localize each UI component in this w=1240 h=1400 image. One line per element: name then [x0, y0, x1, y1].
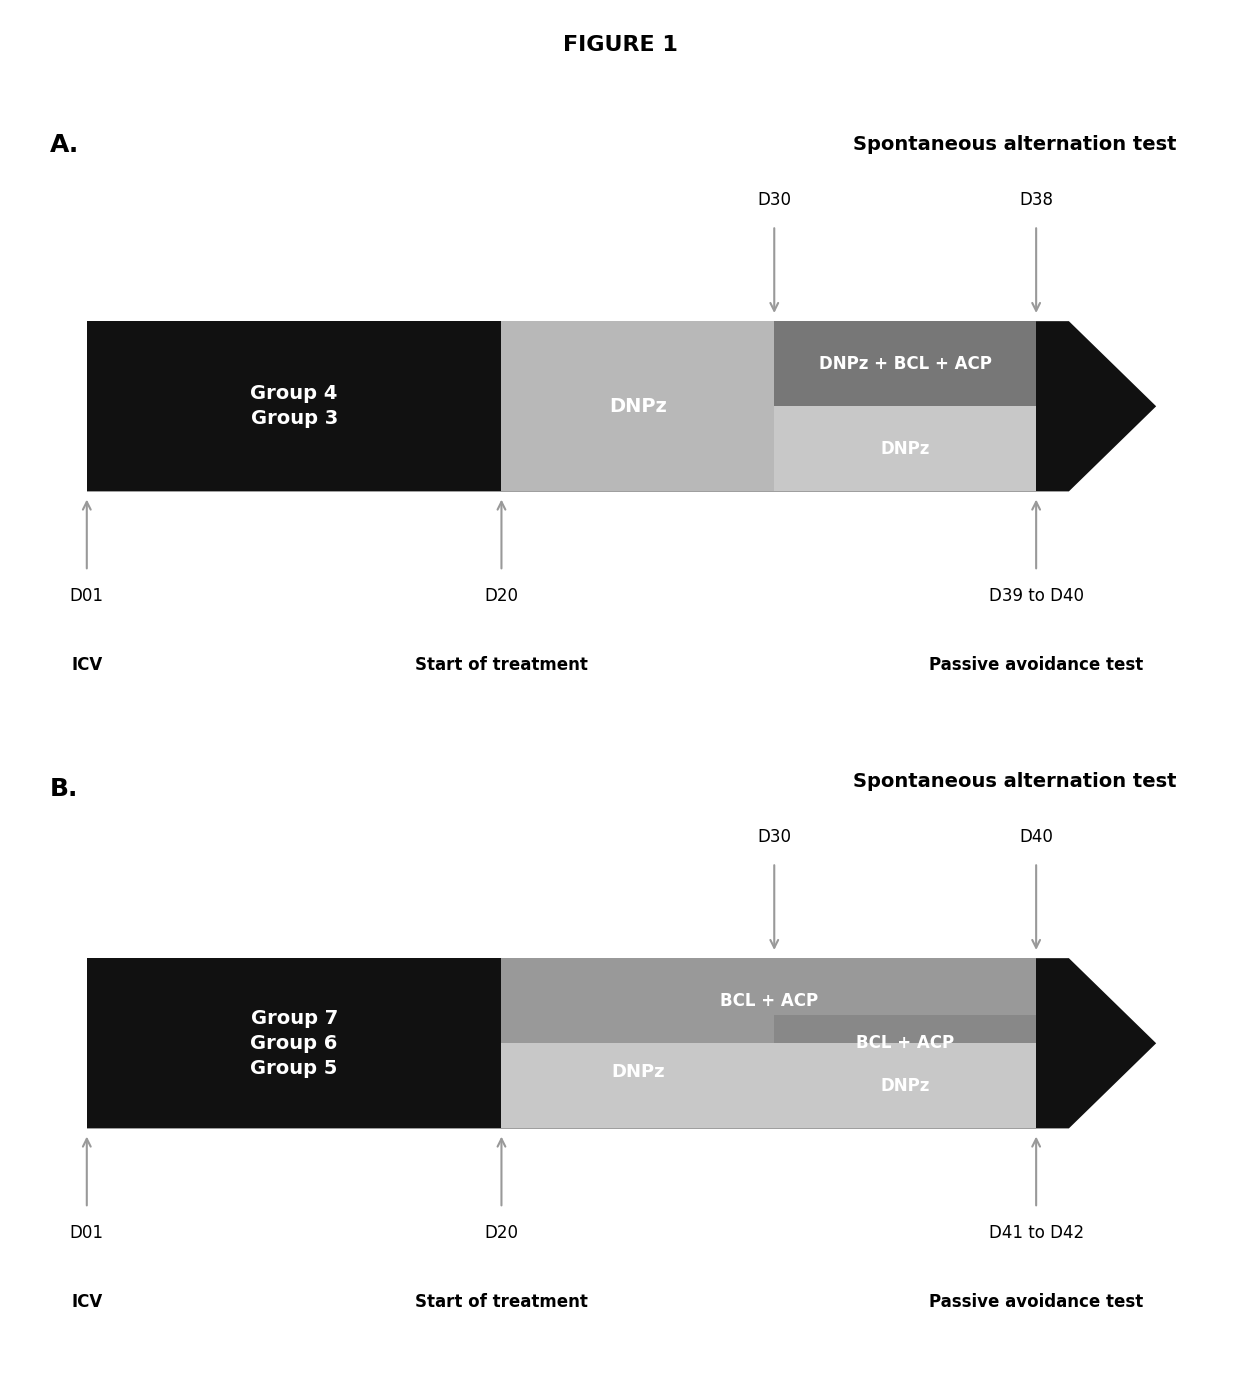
Text: Spontaneous alternation test: Spontaneous alternation test — [853, 134, 1176, 154]
Text: DNPz + BCL + ACP: DNPz + BCL + ACP — [818, 354, 992, 372]
Text: Passive avoidance test: Passive avoidance test — [929, 1294, 1143, 1312]
Bar — [774, 1043, 1037, 1128]
Text: DNPz: DNPz — [880, 1077, 930, 1095]
Text: D41 to D42: D41 to D42 — [988, 1224, 1084, 1242]
Text: DNPz: DNPz — [609, 396, 667, 416]
Text: D30: D30 — [758, 192, 791, 210]
Text: Start of treatment: Start of treatment — [415, 1294, 588, 1312]
Text: Start of treatment: Start of treatment — [415, 657, 588, 675]
Text: BCL + ACP: BCL + ACP — [719, 991, 818, 1009]
Bar — [87, 321, 501, 491]
Text: BCL + ACP: BCL + ACP — [856, 1035, 955, 1053]
Bar — [774, 1015, 1037, 1071]
Text: Group 7
Group 6
Group 5: Group 7 Group 6 Group 5 — [250, 1009, 337, 1078]
Bar — [774, 406, 1037, 491]
Text: ICV: ICV — [71, 657, 103, 675]
Text: D30: D30 — [758, 829, 791, 847]
Text: D01: D01 — [69, 587, 104, 605]
Text: D01: D01 — [69, 1224, 104, 1242]
Text: D20: D20 — [485, 587, 518, 605]
Text: ICV: ICV — [71, 1294, 103, 1312]
Text: DNPz: DNPz — [880, 440, 930, 458]
Bar — [501, 321, 774, 491]
Bar — [774, 321, 1037, 406]
Text: A.: A. — [50, 133, 79, 157]
Polygon shape — [87, 321, 1156, 491]
Text: D40: D40 — [1019, 829, 1053, 847]
Bar — [87, 958, 501, 1128]
Text: B.: B. — [50, 777, 78, 801]
Text: D38: D38 — [1019, 192, 1053, 210]
Bar — [501, 1015, 774, 1128]
Polygon shape — [87, 958, 1156, 1128]
Text: DNPz: DNPz — [611, 1063, 665, 1081]
Bar — [501, 958, 1037, 1043]
Text: FIGURE 1: FIGURE 1 — [563, 35, 677, 55]
Text: Passive avoidance test: Passive avoidance test — [929, 657, 1143, 675]
Text: D20: D20 — [485, 1224, 518, 1242]
Text: Spontaneous alternation test: Spontaneous alternation test — [853, 771, 1176, 791]
Text: Group 4
Group 3: Group 4 Group 3 — [250, 384, 337, 428]
Text: D39 to D40: D39 to D40 — [988, 587, 1084, 605]
